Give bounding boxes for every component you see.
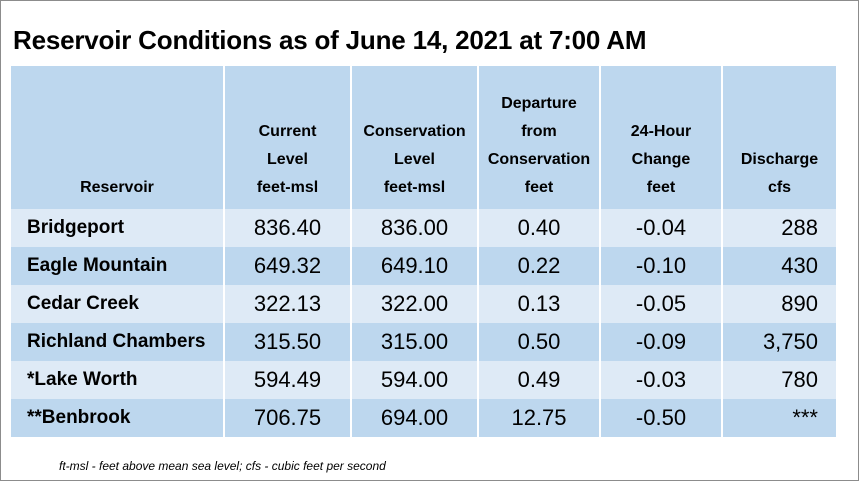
discharge-cell: 288 <box>723 209 836 247</box>
current-level-cell: 322.13 <box>225 285 350 323</box>
change-cell: -0.03 <box>601 361 721 399</box>
departure-cell: 0.50 <box>479 323 599 361</box>
header-unit: cfs <box>767 179 792 196</box>
departure-cell: 0.13 <box>479 285 599 323</box>
header-reservoir: Reservoir <box>11 66 223 206</box>
departure-cell: 0.40 <box>479 209 599 247</box>
header-line: Discharge <box>740 151 819 168</box>
conservation-level-cell: 322.00 <box>352 285 477 323</box>
reservoir-name: Cedar Creek <box>11 285 223 323</box>
departure-cell: 0.49 <box>479 361 599 399</box>
conservation-level-cell: 315.00 <box>352 323 477 361</box>
reservoir-table-wrapper: Reservoir Current Level feet-msl Conserv… <box>9 66 838 437</box>
table-row: Richland Chambers 315.50 315.00 0.50 -0.… <box>11 323 836 361</box>
header-unit: feet <box>524 179 554 196</box>
header-unit: feet-msl <box>256 179 319 196</box>
table-body: Bridgeport 836.40 836.00 0.40 -0.04 288 … <box>11 209 836 437</box>
table-row: Bridgeport 836.40 836.00 0.40 -0.04 288 <box>11 209 836 247</box>
header-line: Level <box>394 151 435 168</box>
table-row: *Lake Worth 594.49 594.00 0.49 -0.03 780 <box>11 361 836 399</box>
current-level-cell: 594.49 <box>225 361 350 399</box>
header-conservation-level: Conservation Level feet-msl <box>352 66 477 206</box>
page-title: Reservoir Conditions as of June 14, 2021… <box>13 25 647 55</box>
table-row: **Benbrook 706.75 694.00 12.75 -0.50 *** <box>11 399 836 437</box>
current-level-cell: 836.40 <box>225 209 350 247</box>
current-level-cell: 649.32 <box>225 247 350 285</box>
header-departure: Departure from Conservation feet <box>479 66 599 206</box>
discharge-cell: 430 <box>723 247 836 285</box>
reservoir-table: Reservoir Current Level feet-msl Conserv… <box>9 66 838 437</box>
change-cell: -0.05 <box>601 285 721 323</box>
reservoir-name: Bridgeport <box>11 209 223 247</box>
current-level-cell: 315.50 <box>225 323 350 361</box>
header-line: Change <box>631 151 691 168</box>
header-line: 24-Hour <box>630 123 692 140</box>
conservation-level-cell: 649.10 <box>352 247 477 285</box>
conservation-level-cell: 594.00 <box>352 361 477 399</box>
change-cell: -0.50 <box>601 399 721 437</box>
header-line: Current <box>258 123 317 140</box>
reservoir-name: **Benbrook <box>11 399 223 437</box>
change-cell: -0.09 <box>601 323 721 361</box>
departure-cell: 12.75 <box>479 399 599 437</box>
footnote: ft-msl - feet above mean sea level; cfs … <box>59 459 386 473</box>
departure-cell: 0.22 <box>479 247 599 285</box>
reservoir-name: *Lake Worth <box>11 361 223 399</box>
header-separator <box>11 206 836 209</box>
discharge-cell: 780 <box>723 361 836 399</box>
header-discharge: Discharge cfs <box>723 66 836 206</box>
discharge-cell: *** <box>723 399 836 437</box>
change-cell: -0.10 <box>601 247 721 285</box>
conservation-level-cell: 694.00 <box>352 399 477 437</box>
reservoir-name: Richland Chambers <box>11 323 223 361</box>
header-line: Conservation <box>487 151 591 168</box>
header-unit: feet <box>646 179 676 196</box>
table-row: Cedar Creek 322.13 322.00 0.13 -0.05 890 <box>11 285 836 323</box>
reservoir-name: Eagle Mountain <box>11 247 223 285</box>
header-reservoir-label: Reservoir <box>80 179 154 196</box>
header-line: Departure <box>501 95 577 112</box>
table-row: Eagle Mountain 649.32 649.10 0.22 -0.10 … <box>11 247 836 285</box>
header-line: Level <box>267 151 308 168</box>
conservation-level-cell: 836.00 <box>352 209 477 247</box>
header-24h-change: 24-Hour Change feet <box>601 66 721 206</box>
header-line: from <box>521 123 557 140</box>
header-current-level: Current Level feet-msl <box>225 66 350 206</box>
header-line: Conservation <box>363 123 466 140</box>
table-header: Reservoir Current Level feet-msl Conserv… <box>11 66 836 209</box>
discharge-cell: 3,750 <box>723 323 836 361</box>
discharge-cell: 890 <box>723 285 836 323</box>
change-cell: -0.04 <box>601 209 721 247</box>
current-level-cell: 706.75 <box>225 399 350 437</box>
header-unit: feet-msl <box>383 179 446 196</box>
